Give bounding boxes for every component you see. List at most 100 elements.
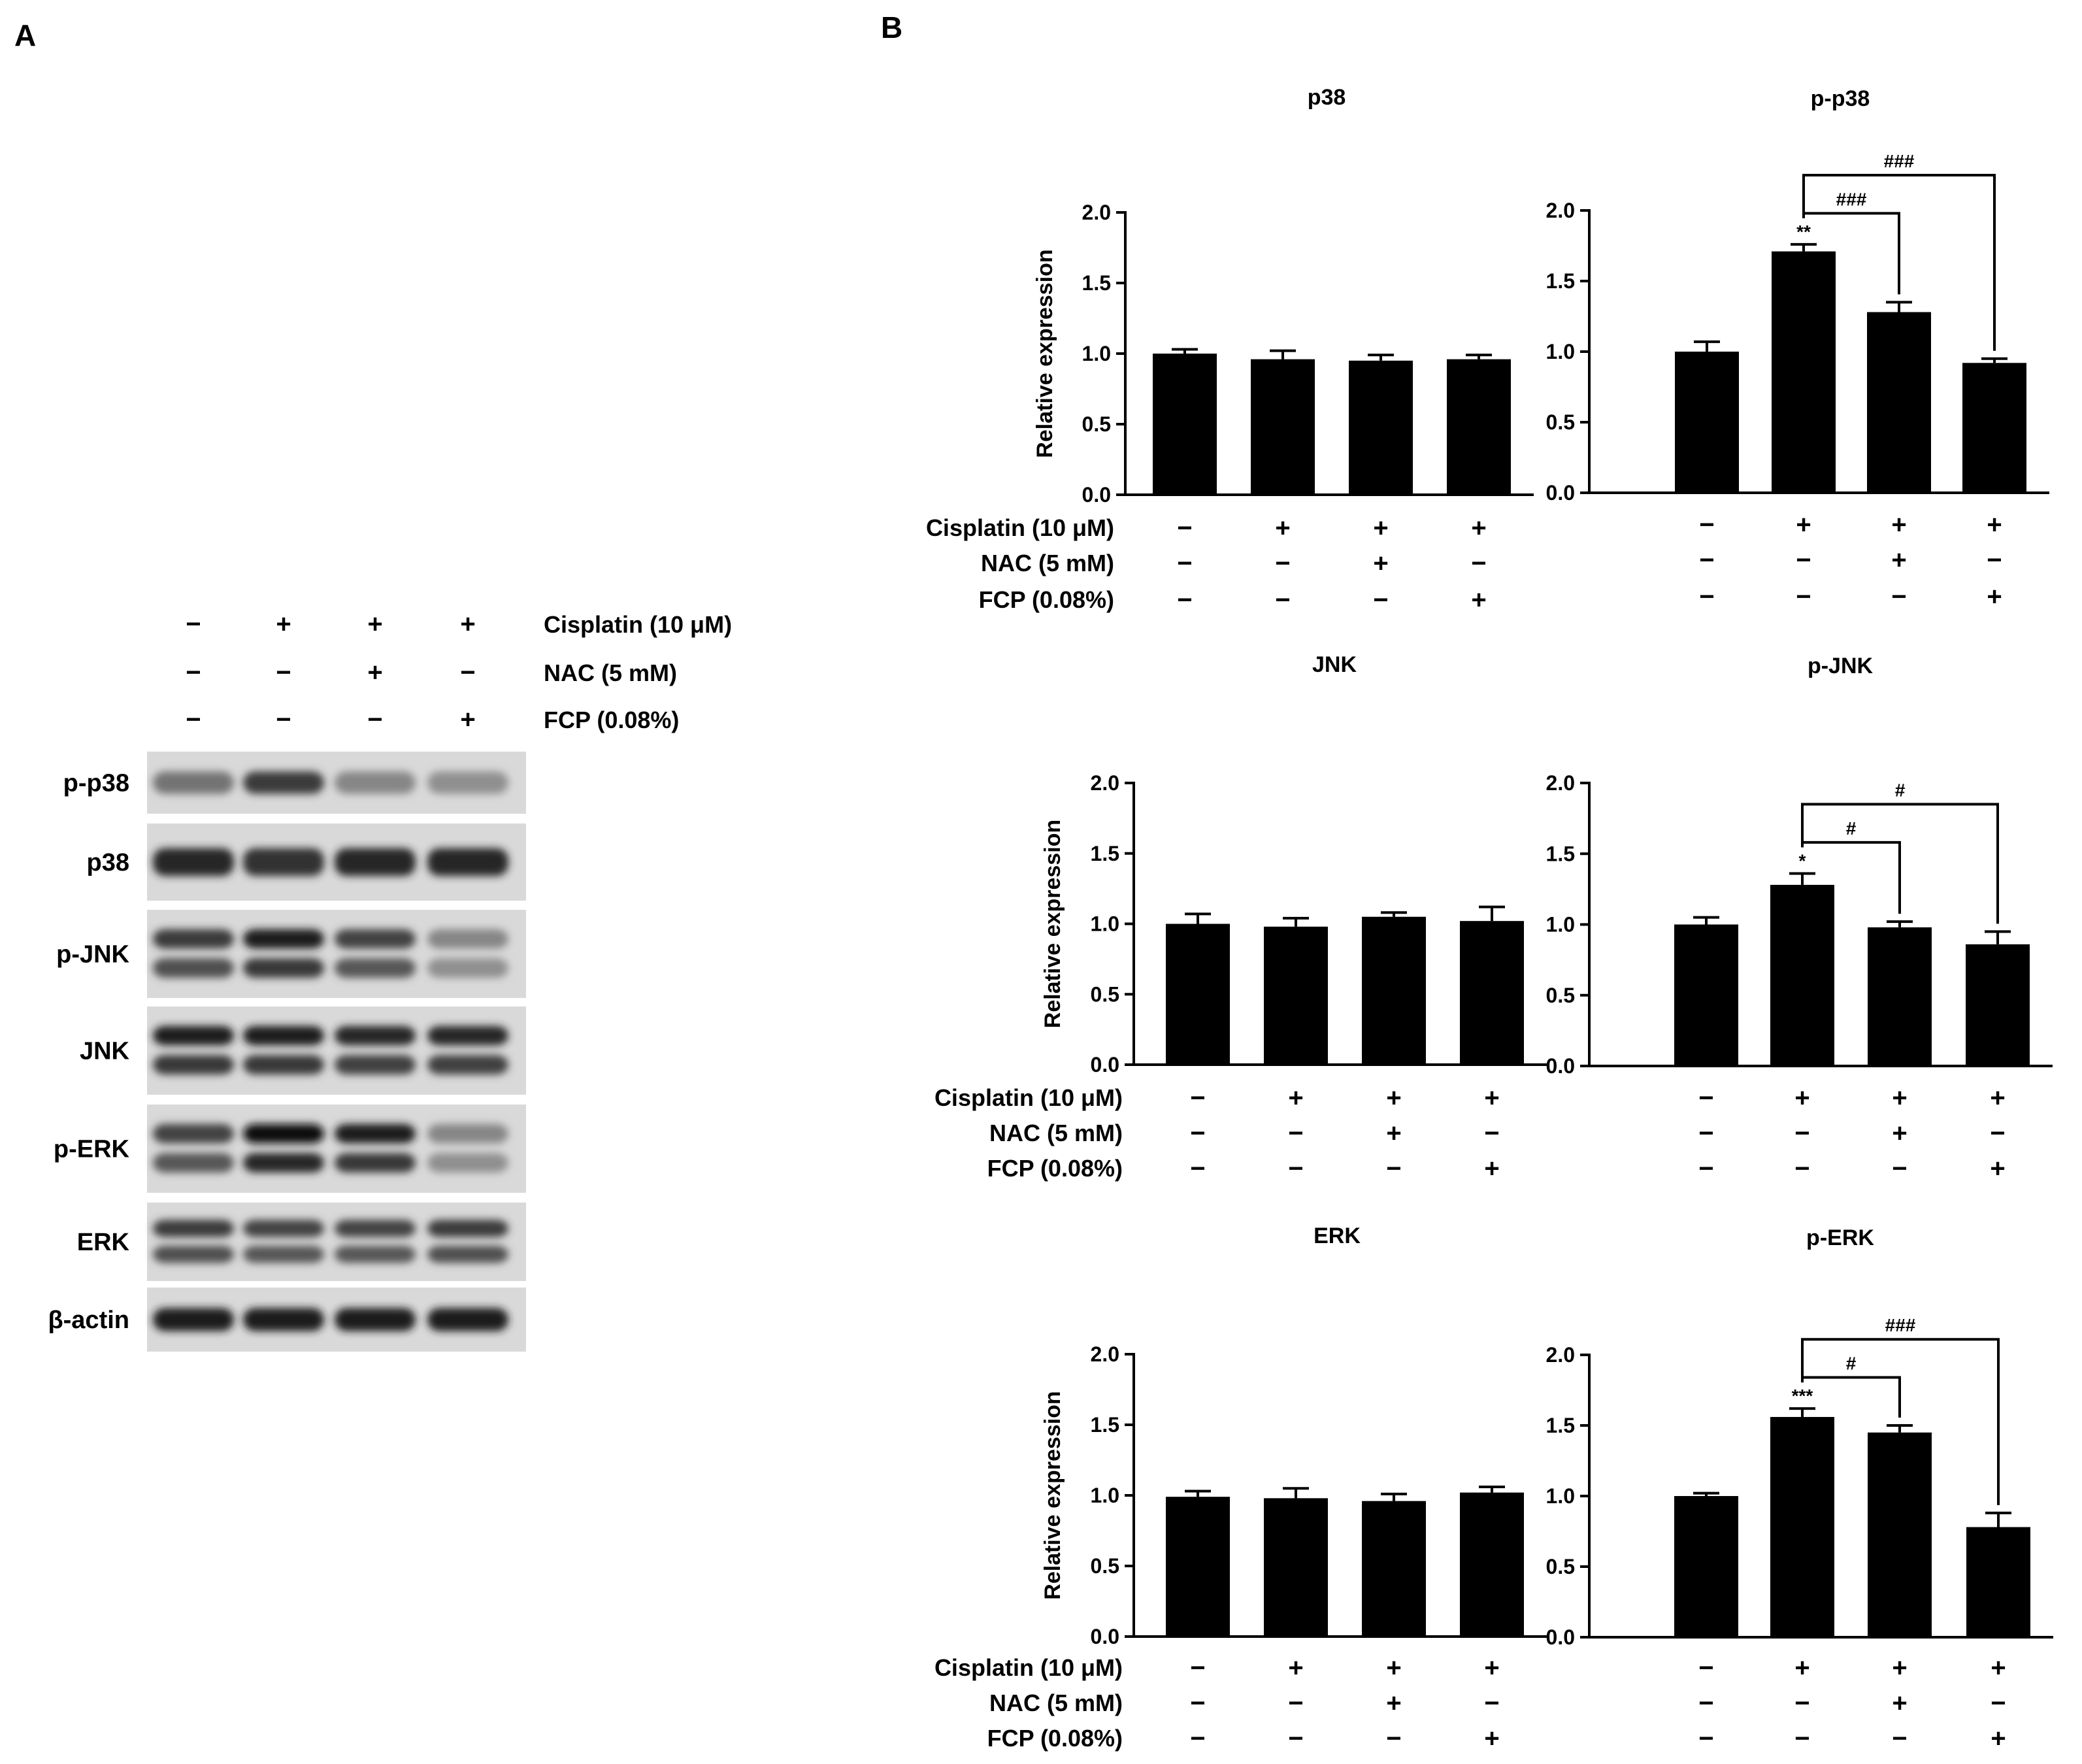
condition-sign: −: [1987, 546, 2002, 574]
bar: [1349, 360, 1413, 495]
header-sign: +: [460, 610, 475, 639]
blot-band: [153, 1246, 234, 1263]
condition-sign: +: [1892, 1689, 1907, 1718]
y-tick-label: 0.5: [1546, 984, 1575, 1007]
blot-band: [335, 929, 416, 949]
y-tick-label: 2.0: [1091, 771, 1119, 795]
y-tick-label: 1.5: [1091, 1413, 1119, 1437]
significance-star: **: [1796, 222, 1811, 242]
blot-band: [153, 1025, 234, 1046]
header-sign: +: [367, 610, 382, 639]
bar: [1166, 1497, 1230, 1637]
bracket-label: ###: [1884, 151, 1915, 171]
chart-title: ERK: [1314, 1223, 1361, 1248]
condition-sign: +: [1991, 1724, 2006, 1753]
header-sign: +: [367, 658, 382, 687]
condition-sign: −: [1484, 1119, 1499, 1148]
y-tick-label: 0.5: [1091, 1554, 1119, 1578]
condition-label: Cisplatin (10 μM): [934, 1654, 1123, 1681]
condition-sign: −: [1373, 586, 1388, 614]
bar: [1362, 1501, 1426, 1637]
condition-sign: −: [1471, 549, 1486, 578]
y-tick-label: 1.5: [1546, 1414, 1575, 1437]
condition-label: NAC (5 mM): [989, 1689, 1123, 1716]
y-tick-label: 2.0: [1546, 199, 1575, 222]
condition-sign: −: [1796, 582, 1811, 611]
y-tick-label: 0.0: [1546, 1625, 1575, 1649]
significance-bracket: [1801, 1376, 1901, 1418]
chart-3: p-JNK 0.0 0.5 1.0 1.5 2.0 * # # − + + + − − + − − − − +: [1546, 654, 2053, 1183]
blot-band: [335, 1055, 416, 1074]
blot-band: [243, 1220, 324, 1237]
condition-sign: −: [1990, 1119, 2005, 1148]
condition-sign: +: [1386, 1689, 1401, 1718]
blot-band: [335, 1123, 416, 1144]
condition-sign: −: [1190, 1119, 1205, 1148]
y-tick-label: 0.0: [1546, 481, 1575, 505]
condition-sign: −: [1190, 1724, 1205, 1753]
condition-label: FCP (0.08%): [987, 1155, 1123, 1182]
blot-background: [147, 1007, 526, 1095]
condition-sign: +: [1987, 582, 2002, 611]
condition-sign: −: [1386, 1724, 1401, 1753]
blot-label: p-JNK: [56, 941, 129, 969]
bar: [1153, 354, 1217, 495]
condition-sign: −: [1698, 1154, 1713, 1183]
y-tick-label: 1.5: [1082, 271, 1111, 295]
bar: [1362, 916, 1426, 1065]
condition-sign: −: [1794, 1119, 1809, 1148]
blot-band: [427, 1246, 508, 1263]
header-sign: −: [367, 705, 382, 734]
condition-sign: −: [1190, 1154, 1205, 1183]
y-tick-label: 1.0: [1546, 340, 1575, 363]
y-tick-label: 1.0: [1546, 913, 1575, 937]
condition-sign: +: [1892, 1654, 1907, 1682]
significance-bracket: [1802, 174, 1996, 351]
bar: [1460, 1492, 1524, 1637]
blot-band: [153, 1123, 234, 1144]
y-tick-label: 1.0: [1546, 1484, 1575, 1508]
bracket-label: #: [1895, 780, 1906, 800]
blot-band: [243, 1153, 324, 1173]
blot-band: [153, 1308, 234, 1331]
blot-band: [427, 848, 508, 876]
blot-band: [335, 848, 416, 876]
y-axis-label: Relative expression: [1033, 249, 1057, 458]
chart-title: p-JNK: [1808, 654, 1874, 678]
condition-sign: −: [1190, 1654, 1205, 1682]
bracket-label: ###: [1885, 1315, 1916, 1335]
blot-band: [243, 1055, 324, 1074]
condition-sign: −: [1288, 1119, 1303, 1148]
blot-band: [153, 1220, 234, 1237]
condition-label: FCP (0.08%): [987, 1725, 1123, 1752]
blot-band: [153, 771, 234, 794]
y-tick-label: 1.0: [1082, 342, 1111, 365]
chart-title: p-p38: [1811, 86, 1870, 111]
condition-sign: −: [1698, 1689, 1713, 1718]
condition-label: FCP (0.08%): [979, 586, 1114, 613]
blot-band: [335, 958, 416, 978]
blot-band: [243, 1123, 324, 1144]
blot-band: [335, 1220, 416, 1237]
condition-label: NAC (5 mM): [981, 550, 1114, 576]
blot-band: [427, 958, 508, 978]
chart-0: p38 0.0 0.5 1.0 1.5 2.0 Relative expression Cis…: [926, 85, 1534, 614]
blot-band: [243, 848, 324, 876]
condition-sign: +: [1892, 1119, 1907, 1148]
condition-sign: −: [1892, 1154, 1907, 1183]
blot-strip: [147, 1203, 526, 1281]
blot-band: [427, 1055, 508, 1074]
blot-band: [335, 1308, 416, 1331]
y-tick-label: 1.0: [1091, 1484, 1119, 1507]
condition-sign: −: [1699, 510, 1714, 539]
chart-title: p38: [1308, 85, 1346, 110]
chart-2: JNK 0.0 0.5 1.0 1.5 2.0 Relative expression Cis…: [934, 652, 1547, 1183]
blot-strip: [147, 1288, 526, 1352]
blot-band: [153, 848, 234, 876]
blot-band: [153, 1055, 234, 1074]
condition-sign: +: [1484, 1084, 1499, 1112]
condition-sign: −: [1794, 1154, 1809, 1183]
blot-band: [243, 771, 324, 794]
blot-band: [153, 958, 234, 978]
